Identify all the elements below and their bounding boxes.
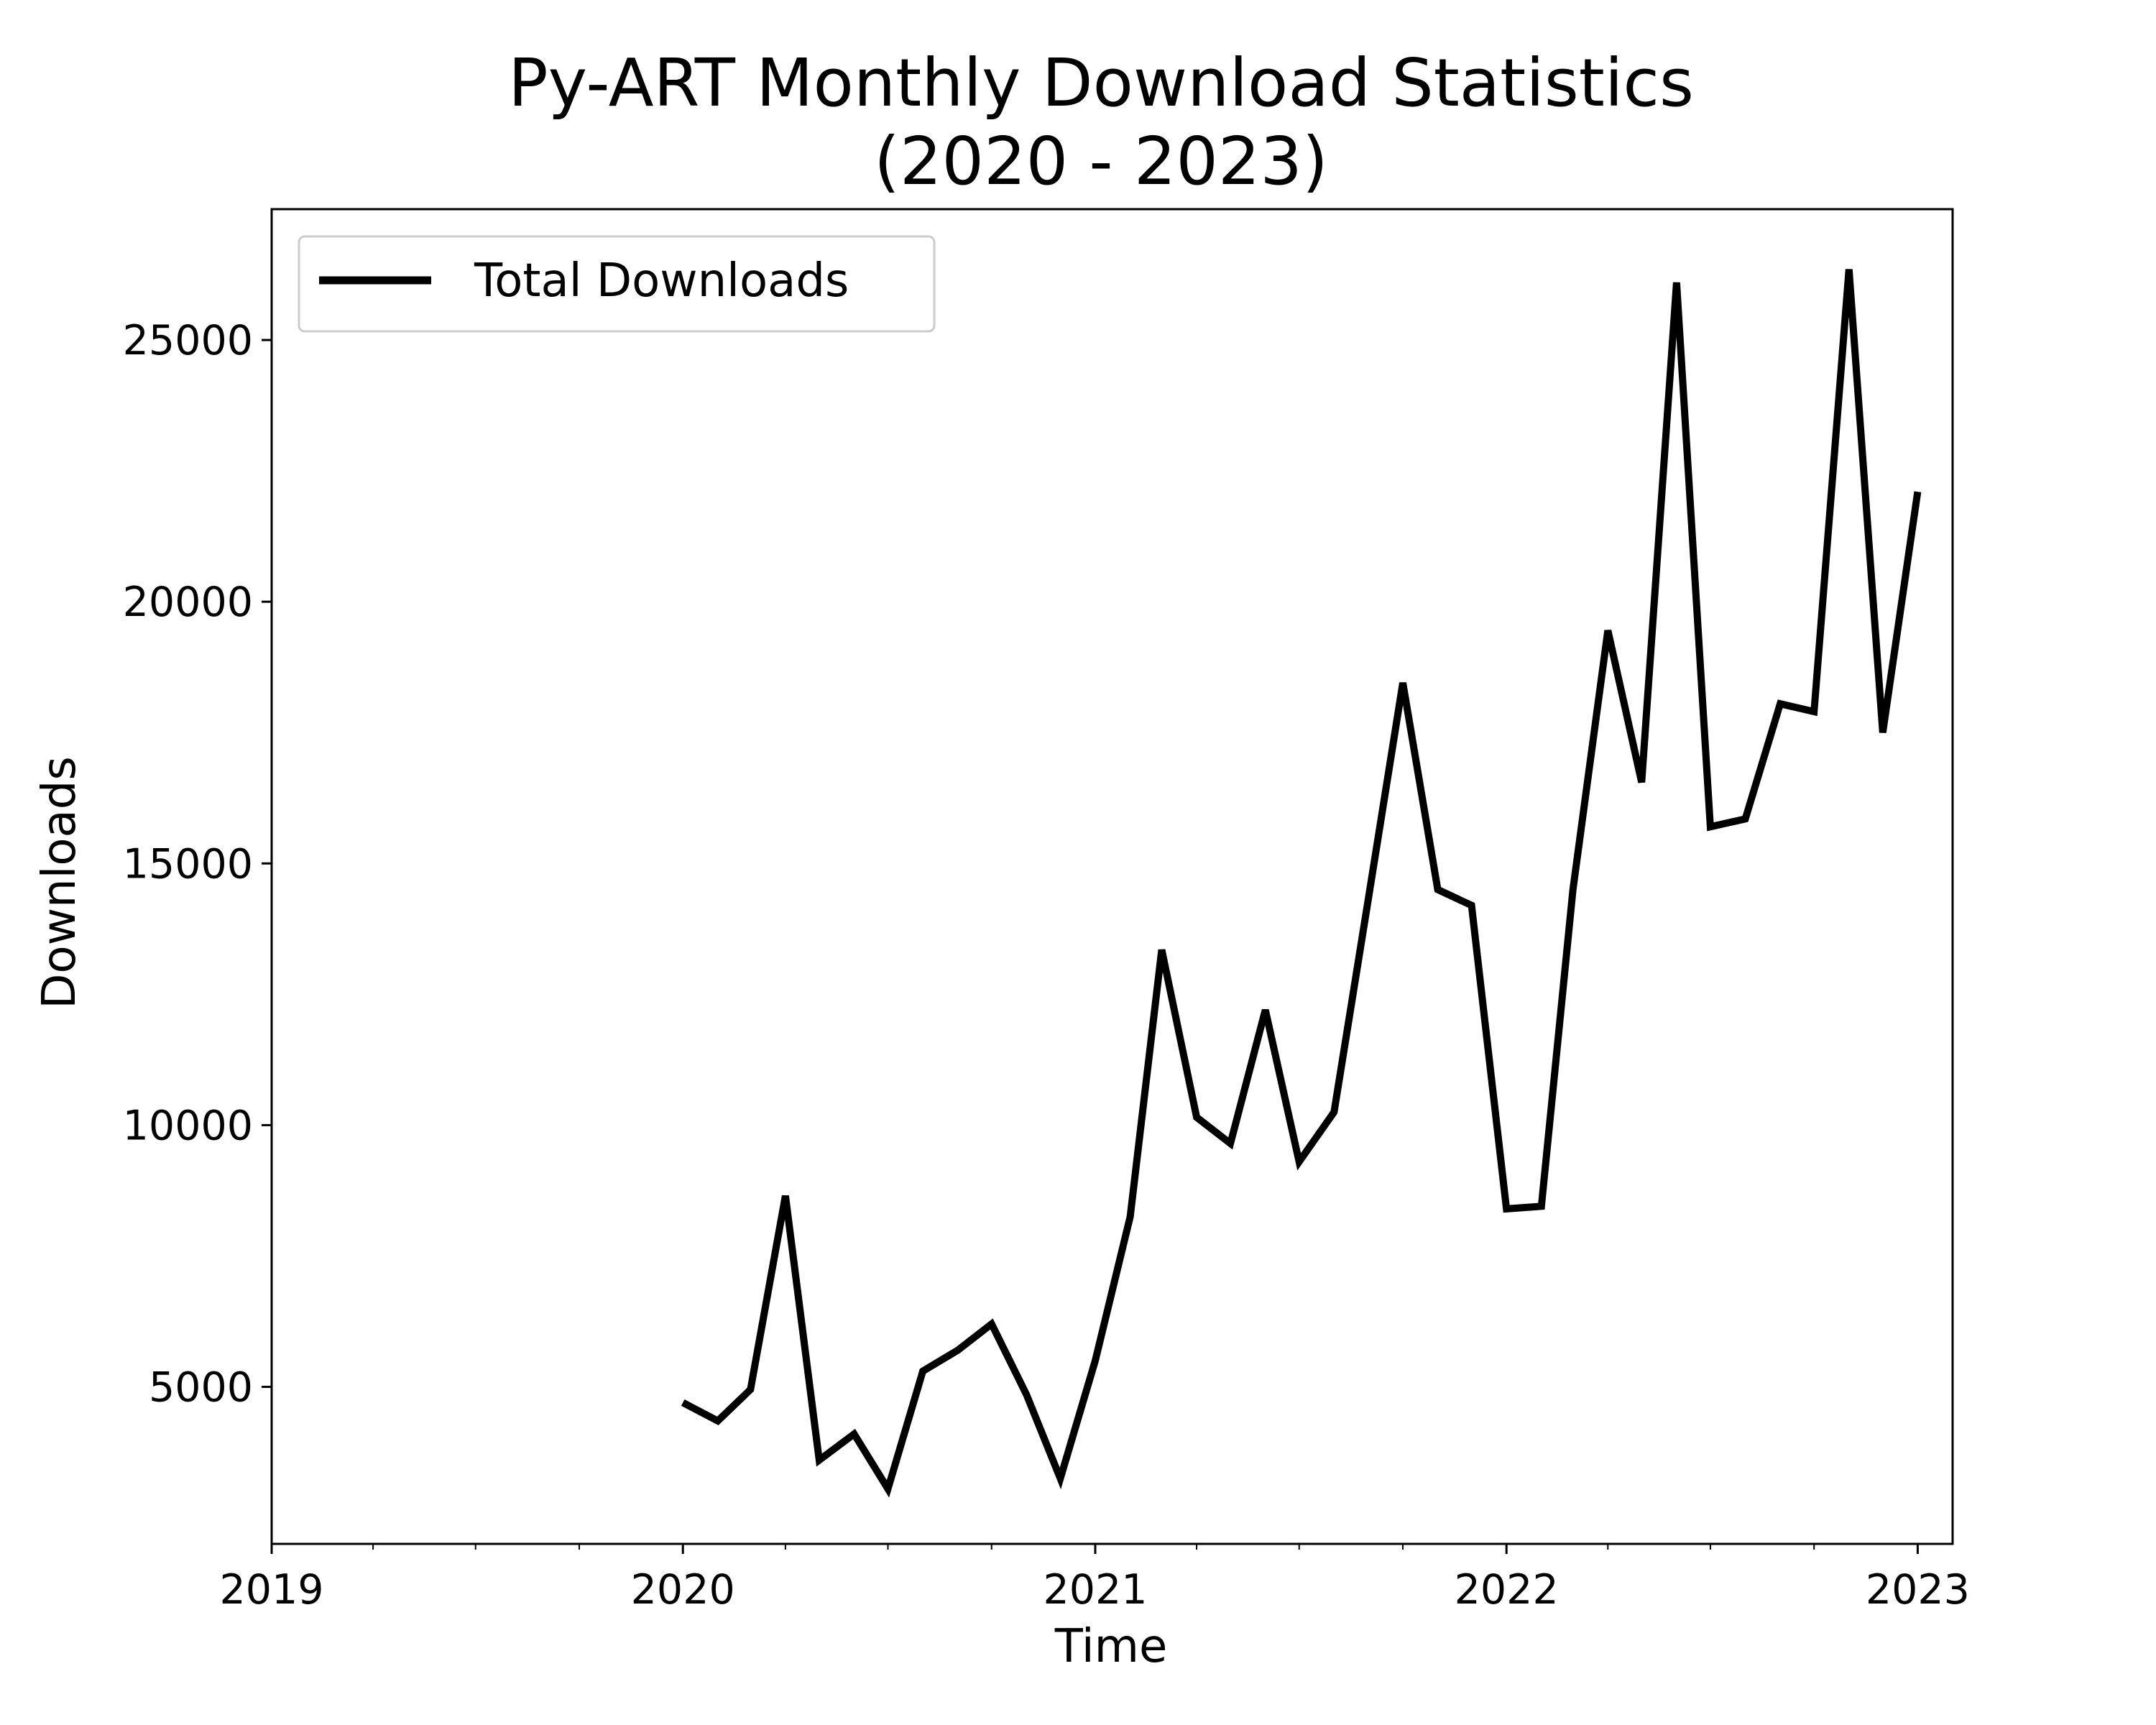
y-tick-label: 10000: [123, 1102, 253, 1149]
series-layer: [681, 269, 1922, 1498]
y-axis-ticks: 5000 10000 15000 20000 25000: [123, 317, 272, 1412]
x-axis-label: Time: [1054, 1620, 1168, 1673]
legend-box: [298, 235, 936, 333]
series-line-0: [681, 269, 1922, 1498]
y-axis-label: Downloads: [33, 756, 86, 1008]
y-tick-label: 25000: [123, 317, 253, 364]
x-tick-label: 2019: [219, 1566, 323, 1614]
plot-area-frame: [270, 208, 1954, 1545]
x-tick-label: 2022: [1455, 1566, 1559, 1614]
x-axis-ticks: 2019 2020 2021 2022 2023: [219, 1544, 1970, 1614]
x-tick-label: 2021: [1043, 1566, 1147, 1614]
legend-entry-total-downloads: Total Downloads: [474, 254, 849, 308]
chart-title-line-2: (2020 - 2023): [874, 123, 1328, 200]
x-tick-label: 2020: [631, 1566, 735, 1614]
chart-title-line-1: Py-ART Monthly Download Statistics: [508, 45, 1694, 121]
legend: Total Downloads: [298, 235, 936, 333]
y-tick-label: 15000: [123, 840, 253, 888]
y-tick-label: 20000: [123, 579, 253, 626]
x-tick-label: 2023: [1866, 1566, 1970, 1614]
y-tick-label: 5000: [149, 1364, 253, 1412]
